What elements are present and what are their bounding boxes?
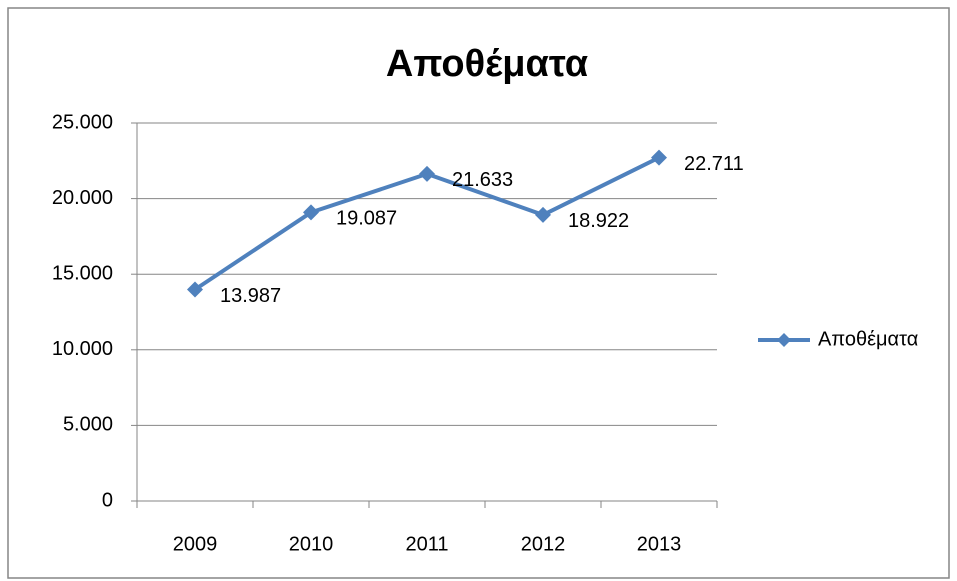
legend-label: Αποθέματα	[818, 328, 918, 350]
legend-marker	[777, 333, 791, 347]
data-point	[187, 281, 203, 298]
data-point	[651, 149, 667, 166]
data-label: 18.922	[568, 210, 629, 232]
chart-title: Αποθέματα	[386, 43, 588, 85]
y-tick-label: 15.000	[52, 262, 113, 284]
data-point	[535, 206, 551, 223]
data-label: 19.087	[336, 208, 397, 230]
x-tick-label: 2009	[173, 533, 218, 555]
x-tick-label: 2013	[637, 533, 682, 555]
x-tick-label: 2010	[289, 533, 334, 555]
data-label: 22.711	[684, 153, 744, 175]
x-tick-label: 2012	[521, 533, 566, 555]
chart-border	[7, 7, 950, 579]
y-tick-label: 25.000	[52, 111, 113, 133]
data-label: 13.987	[220, 285, 281, 307]
y-tick-label: 10.000	[52, 338, 113, 360]
x-tick-label: 2011	[405, 533, 448, 555]
data-label: 21.633	[452, 169, 513, 191]
y-tick-label: 20.000	[52, 187, 113, 209]
y-tick-label: 5.000	[63, 414, 113, 436]
y-tick-label: 0	[102, 489, 113, 511]
data-point	[303, 204, 319, 221]
data-point	[419, 165, 435, 182]
